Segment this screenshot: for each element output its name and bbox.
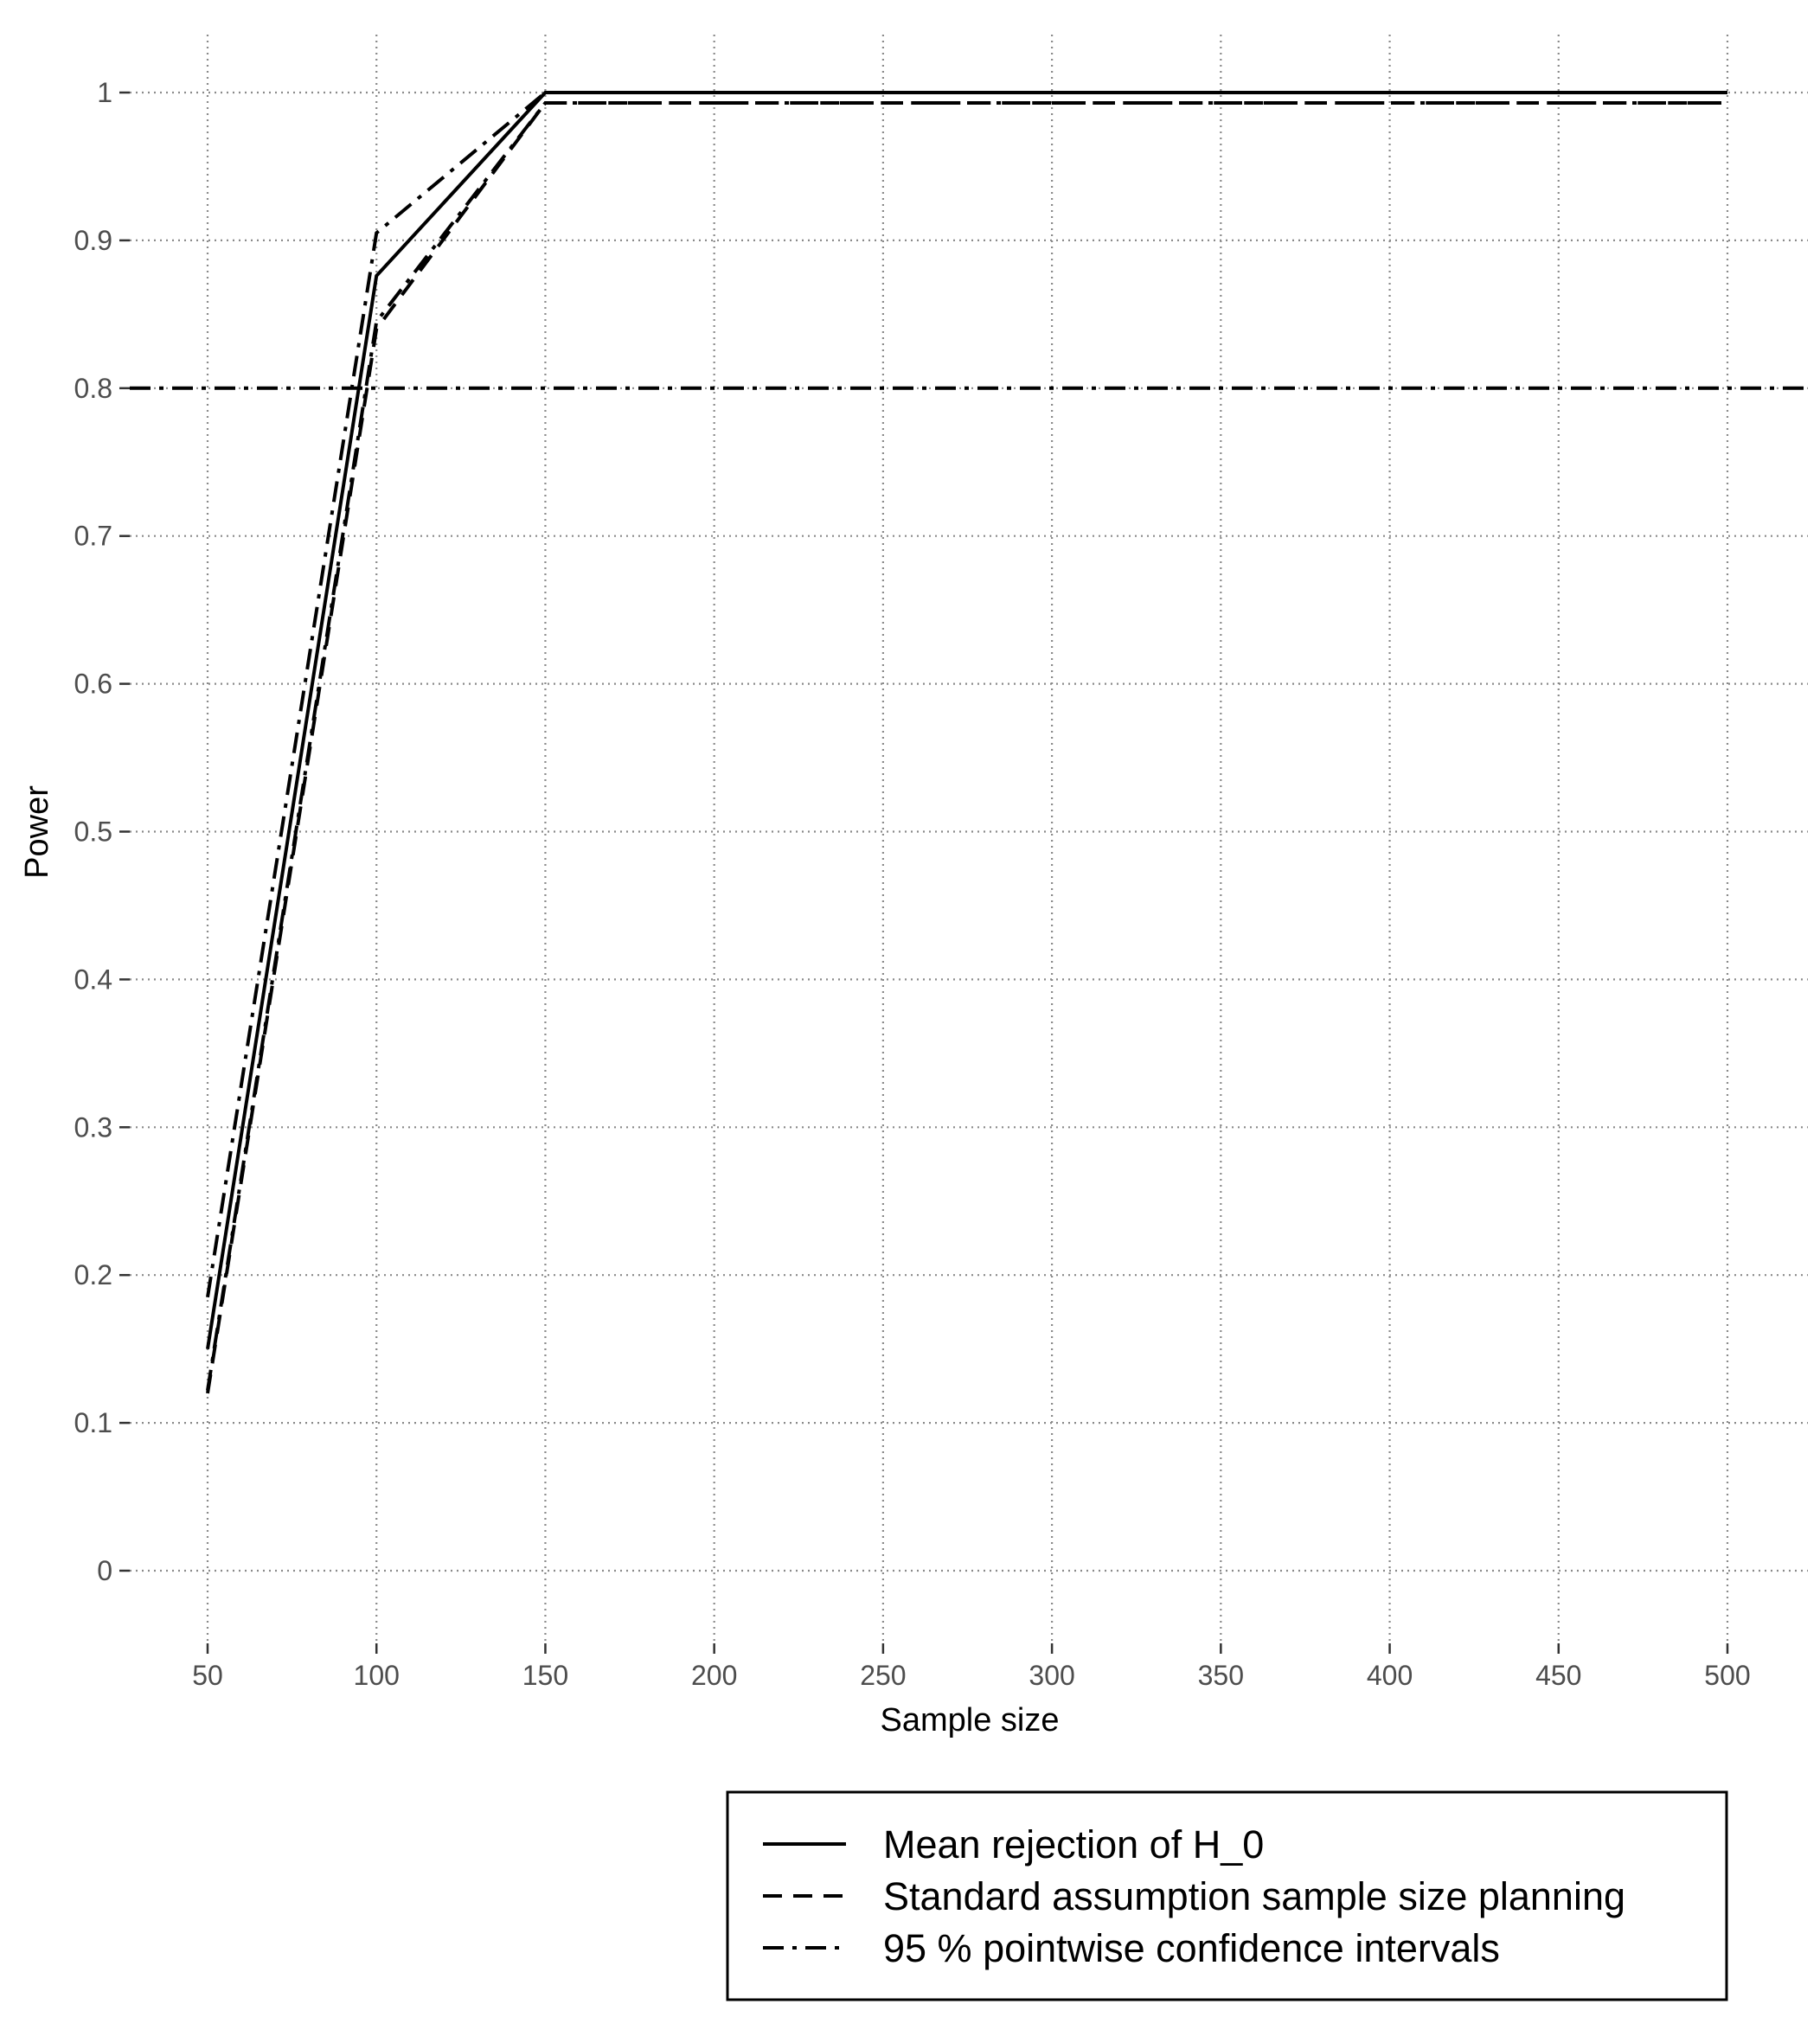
series-line-1	[206, 91, 1727, 1350]
series-lines	[206, 91, 1727, 1394]
x-tick-label: 400	[1367, 1660, 1413, 1691]
legend-label: Mean rejection of H_0	[883, 1822, 1264, 1867]
x-tick-label: 350	[1198, 1660, 1244, 1691]
legend-label: 95 % pointwise confidence intervals	[883, 1926, 1500, 1970]
y-tick-label: 0.2	[74, 1259, 112, 1290]
x-tick-label: 450	[1535, 1660, 1581, 1691]
y-tick-label: 0.8	[74, 373, 112, 404]
y-tick-label: 0.6	[74, 669, 112, 700]
y-tick-label: 0	[97, 1555, 112, 1586]
y-tick-label: 1	[97, 77, 112, 108]
series-line-4	[206, 101, 1727, 1391]
y-tick-label: 0.5	[74, 816, 112, 848]
x-axis-title: Sample size	[881, 1702, 1060, 1738]
y-tick-label: 0.4	[74, 964, 112, 995]
y-axis-title: Power	[19, 785, 55, 879]
x-tick-label: 100	[354, 1660, 400, 1691]
x-tick-label: 500	[1704, 1660, 1750, 1691]
x-tick-label: 200	[691, 1660, 737, 1691]
y-tick-label: 0.7	[74, 521, 112, 552]
x-tick-label: 50	[192, 1660, 223, 1691]
legend-label: Standard assumption sample size planning	[883, 1874, 1625, 1918]
x-tick-label: 300	[1029, 1660, 1074, 1691]
x-tick-label: 250	[860, 1660, 906, 1691]
x-tick-label: 150	[522, 1660, 568, 1691]
y-tick-label: 0.1	[74, 1407, 112, 1438]
y-tick-label: 0.9	[74, 225, 112, 256]
y-tick-label: 0.3	[74, 1111, 112, 1143]
series-line-3	[206, 91, 1727, 1298]
grid	[130, 35, 1808, 1643]
legend: Mean rejection of H_0 Standard assumption…	[726, 1790, 1728, 2001]
series-line-2	[206, 101, 1727, 1394]
legend-box	[726, 1790, 1728, 2001]
axis-ticks: 50 100 150 200 250 300 350 400 450 500 0 0.1 0.2 0.3 0…	[74, 77, 1751, 1691]
